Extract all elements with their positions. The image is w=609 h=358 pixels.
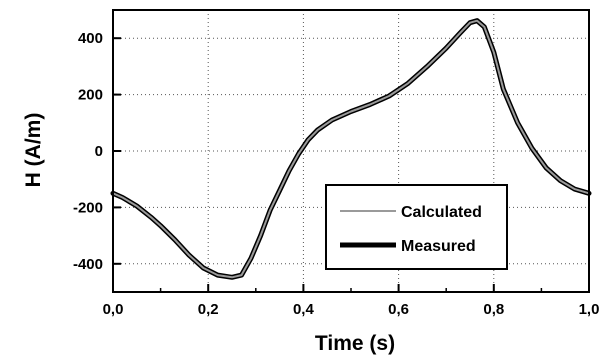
series-line-calculated	[112, 19, 590, 279]
tick-labels: 0,0 0,2 0,4 0,6 0,8 1,0 -400 -200 0 200 400	[73, 30, 599, 318]
x-tick-label: 0,4	[293, 301, 315, 318]
y-tick-label: -200	[73, 199, 103, 216]
series-layer	[110, 18, 592, 280]
y-tick-label: -400	[73, 256, 103, 273]
grid-lines	[113, 10, 589, 292]
x-tick-label: 1,0	[579, 301, 600, 318]
y-axis-title: H (A/m)	[22, 113, 45, 188]
y-tick-label: 200	[78, 87, 103, 104]
y-tick-label: 0	[95, 143, 103, 160]
legend-label-calculated: Calculated	[401, 204, 482, 221]
x-tick-label: 0,0	[103, 301, 124, 318]
x-tick-label: 0,2	[198, 301, 219, 318]
legend-box	[325, 184, 508, 270]
y-tick-label: 400	[78, 30, 103, 47]
x-tick-label: 0,8	[483, 301, 504, 318]
axis-ticks	[112, 37, 590, 292]
legend: Calculated Measured	[325, 184, 508, 270]
x-axis-title: Time (s)	[315, 332, 395, 355]
legend-label-measured: Measured	[401, 238, 476, 255]
x-tick-label: 0,6	[388, 301, 409, 318]
